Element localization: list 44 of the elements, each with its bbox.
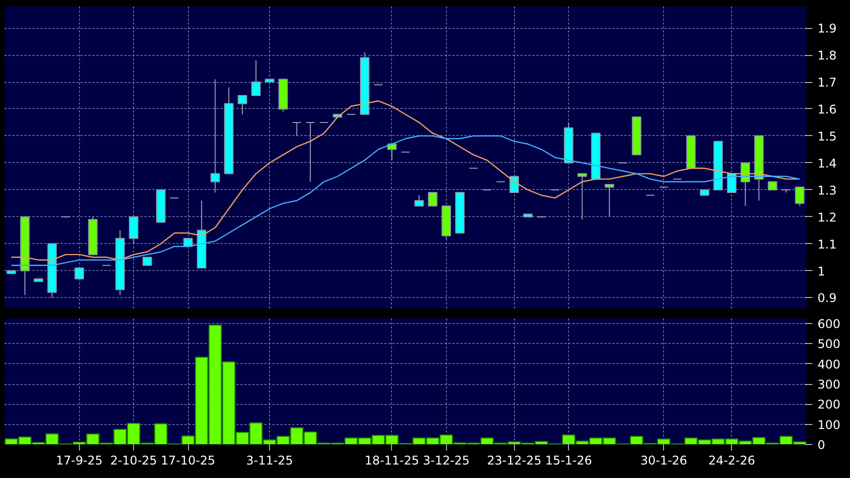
candlestick bbox=[210, 78, 220, 194]
y-tick-label: 1.3 bbox=[818, 183, 837, 198]
y-tick-label: 0.9 bbox=[818, 291, 837, 306]
y-tick-label: 0 bbox=[818, 438, 826, 452]
y-tick-label: 400 bbox=[818, 357, 840, 372]
y-tick-label: 300 bbox=[818, 378, 840, 392]
y-tick-label: 1.1 bbox=[818, 237, 837, 252]
candlestick bbox=[387, 144, 397, 161]
candlestick bbox=[510, 176, 519, 194]
y-tick-label: 1.5 bbox=[818, 129, 837, 144]
y-tick-label: 1.9 bbox=[818, 22, 837, 36]
candlestick bbox=[604, 184, 614, 218]
x-tick-label: 23-12-25 bbox=[487, 454, 542, 468]
y-tick-label: 1.4 bbox=[818, 156, 837, 170]
y-tick-label: 1.2 bbox=[818, 210, 837, 224]
candlestick bbox=[128, 216, 138, 244]
candlestick bbox=[306, 122, 316, 182]
y-tick-label: 100 bbox=[818, 418, 840, 432]
y-tick-label: 1 bbox=[818, 264, 826, 278]
x-tick-label: 3-12-25 bbox=[422, 454, 470, 468]
candlestick bbox=[251, 60, 261, 96]
x-tick-label: 30-1-26 bbox=[640, 454, 688, 468]
x-tick-label: 15-1-26 bbox=[545, 454, 592, 468]
candlestick bbox=[74, 268, 84, 280]
candlestick bbox=[578, 173, 587, 220]
y-tick-label: 1.6 bbox=[818, 102, 837, 116]
candlestick bbox=[414, 194, 424, 207]
candlestick bbox=[238, 94, 248, 115]
y-tick-label: 1.8 bbox=[818, 48, 837, 63]
x-tick-label: 24-2-26 bbox=[708, 454, 756, 468]
candlestick bbox=[794, 186, 804, 207]
y-tick-label: 600 bbox=[818, 317, 840, 332]
x-tick-label: 3-11-25 bbox=[246, 454, 293, 468]
line-series bbox=[10, 135, 800, 266]
x-tick-label: 17-10-25 bbox=[160, 454, 216, 468]
x-tick-label: 18-11-25 bbox=[364, 454, 420, 468]
x-tick-label: 17-9-25 bbox=[56, 454, 103, 468]
y-tick-label: 500 bbox=[818, 337, 840, 352]
y-tick-label: 1.7 bbox=[818, 76, 837, 90]
y-tick-label: 200 bbox=[818, 398, 840, 412]
candlestick bbox=[428, 192, 438, 207]
x-tick-label: 2-10-25 bbox=[110, 454, 158, 468]
line-series bbox=[10, 100, 800, 261]
candlestick bbox=[292, 122, 302, 136]
